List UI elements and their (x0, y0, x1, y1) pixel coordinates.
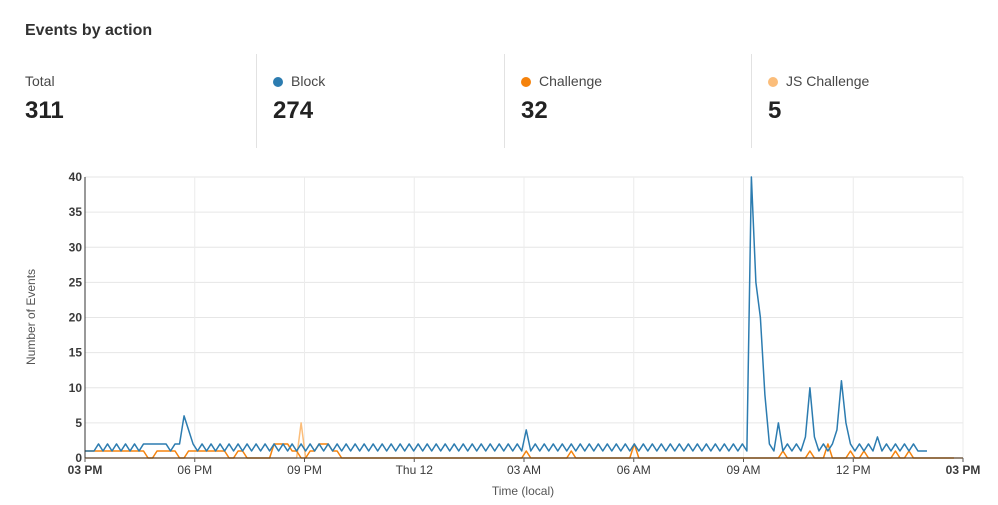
stat-block-label: Block (291, 73, 326, 89)
chart-axes (84, 177, 963, 459)
x-tick-label: 09 PM (287, 463, 322, 477)
y-tick-label: 40 (69, 170, 83, 184)
stats-row: Total 311 Block 274 Challenge 32 JS Chal… (0, 54, 998, 148)
challenge-legend-dot (521, 77, 531, 87)
stat-total-label: Total (25, 73, 55, 89)
y-tick-label: 10 (69, 381, 83, 395)
y-axis-ticks: 0 5 10 15 20 25 30 35 40 (69, 170, 83, 465)
stat-challenge[interactable]: Challenge 32 (504, 54, 752, 148)
stat-total-value: 311 (25, 97, 64, 124)
stat-challenge-value: 32 (521, 97, 548, 124)
y-tick-label: 35 (69, 205, 83, 219)
js-challenge-legend-dot (768, 77, 778, 87)
stat-total: Total 311 (25, 54, 256, 148)
x-tick-label: 03 PM (68, 463, 103, 477)
x-tick-label: Thu 12 (396, 463, 434, 477)
stat-js-challenge-value: 5 (768, 97, 782, 124)
x-axis-label: Time (local) (492, 484, 554, 498)
stat-js-challenge-label: JS Challenge (786, 73, 870, 89)
y-tick-label: 20 (69, 311, 83, 325)
series-line-block (85, 176, 927, 452)
x-tick-label: 03 PM (946, 463, 981, 477)
x-tick-label: 06 AM (617, 463, 651, 477)
x-tick-label: 06 PM (177, 463, 212, 477)
stat-js-challenge[interactable]: JS Challenge 5 (751, 54, 972, 148)
y-tick-label: 25 (69, 275, 83, 289)
stat-block-value: 274 (273, 97, 314, 124)
x-tick-label: 12 PM (836, 463, 871, 477)
y-tick-label: 0 (75, 451, 82, 465)
stat-challenge-label: Challenge (539, 73, 603, 89)
stat-block[interactable]: Block 274 (256, 54, 505, 148)
x-axis-ticks: 03 PM 06 PM 09 PM Thu 12 03 AM 06 AM 09 AM 12 P… (68, 458, 981, 477)
x-tick-label: 09 AM (726, 463, 760, 477)
y-axis-label: Number of Events (24, 269, 38, 365)
y-tick-label: 5 (75, 416, 82, 430)
block-legend-dot (273, 77, 283, 87)
chart-card-title: Events by action (25, 22, 153, 39)
x-tick-label: 03 AM (507, 463, 541, 477)
y-tick-label: 15 (69, 346, 83, 360)
y-tick-label: 30 (69, 240, 83, 254)
chart-grid (84, 176, 964, 459)
